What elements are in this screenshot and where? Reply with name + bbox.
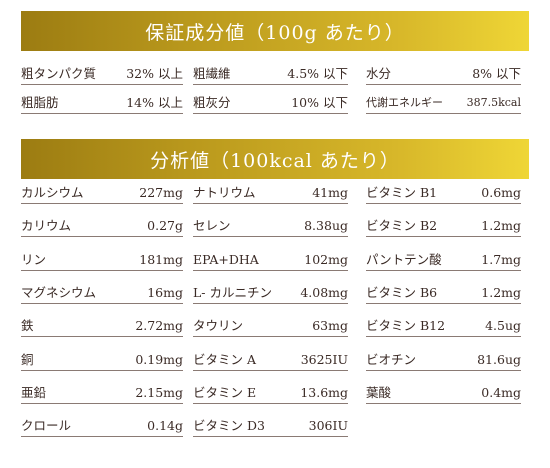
- analysis-item-value: 1.2mg: [481, 218, 521, 234]
- guaranteed-item-label: 代謝エネルギー: [366, 96, 443, 109]
- analysis-item-label: L- カルニチン: [193, 284, 272, 300]
- guaranteed-item: 代謝エネルギー 387.5kcal: [366, 92, 521, 114]
- analysis-item: ビタミン B6 1.2mg: [366, 282, 521, 304]
- analysis-item: マグネシウム 16mg: [21, 282, 183, 304]
- analysis-item-value: 63mg: [312, 318, 348, 334]
- analysis-item-value: 13.6mg: [300, 384, 348, 400]
- analysis-item: ビタミン B12 4.5ug: [366, 315, 521, 338]
- guaranteed-item-value: 387.5kcal: [466, 96, 521, 109]
- analysis-item-value: 4.5ug: [485, 318, 521, 334]
- analysis-item: リン 181mg: [21, 249, 183, 271]
- analysis-item: ビタミン E 13.6mg: [193, 382, 348, 404]
- analysis-item: 葉酸 0.4mg: [366, 382, 521, 404]
- analysis-item-label: ビタミン B2: [366, 218, 438, 234]
- analysis-item-label: ビタミン B1: [366, 185, 438, 200]
- analysis-item: ビタミン D3 306IU: [193, 415, 348, 438]
- guaranteed-item: 粗灰分 10% 以下: [193, 92, 348, 114]
- analysis-item-value: 181mg: [139, 251, 183, 267]
- analysis-item: ビオチン 81.6ug: [366, 349, 521, 371]
- analysis-item-label: ビタミン A: [193, 351, 257, 367]
- analysis-item-label: 銅: [21, 351, 34, 367]
- analysis-item-label: パントテン酸: [366, 251, 442, 267]
- analysis-item-value: 227mg: [139, 185, 183, 200]
- analysis-item-label: ビタミン E: [193, 384, 257, 400]
- analysis-item: カリウム 0.27g: [21, 215, 183, 238]
- analysis-item-value: 41mg: [312, 185, 348, 200]
- analysis-item-value: 4.08mg: [300, 284, 348, 300]
- analysis-item-value: 2.72mg: [135, 318, 183, 334]
- analysis-item-value: 102mg: [304, 251, 348, 267]
- analysis-item: L- カルニチン 4.08mg: [193, 282, 348, 304]
- guaranteed-item: 粗脂肪 14% 以上: [21, 92, 183, 114]
- guaranteed-item: 粗繊維 4.5% 以下: [193, 63, 348, 85]
- analysis-item-value: 81.6ug: [477, 351, 521, 367]
- analysis-item-label: EPA+DHA: [193, 251, 259, 267]
- guaranteed-item: 水分 8% 以下: [366, 63, 521, 85]
- guaranteed-item-label: 粗繊維: [193, 66, 231, 81]
- guaranteed-item-value: 10% 以下: [291, 95, 348, 110]
- analysis-item-value: 0.14g: [147, 418, 183, 434]
- analysis-item-label: カリウム: [21, 218, 72, 234]
- analysis-item: 鉄 2.72mg: [21, 315, 183, 338]
- analysis-item-label: ビタミン B6: [366, 284, 438, 300]
- analysis-title: 分析値（100kcal あたり）: [150, 149, 400, 172]
- guaranteed-item-value: 14% 以上: [126, 95, 183, 110]
- guaranteed-item-value: 32% 以上: [126, 66, 183, 81]
- analysis-item-label: 鉄: [21, 318, 34, 334]
- analysis-item-label: ビタミン B12: [366, 318, 446, 334]
- analysis-item: EPA+DHA 102mg: [193, 249, 348, 271]
- analysis-item-value: 2.15mg: [135, 384, 183, 400]
- analysis-item-label: 葉酸: [366, 384, 392, 400]
- guaranteed-item-label: 粗タンパク質: [21, 66, 97, 81]
- analysis-item-value: 0.6mg: [481, 185, 521, 200]
- analysis-item: タウリン 63mg: [193, 315, 348, 338]
- analysis-item: 銅 0.19mg: [21, 349, 183, 371]
- analysis-item-label: 亜鉛: [21, 384, 47, 400]
- analysis-item: 亜鉛 2.15mg: [21, 382, 183, 404]
- analysis-banner: 分析値（100kcal あたり）: [21, 139, 529, 179]
- analysis-item: クロール 0.14g: [21, 415, 183, 438]
- analysis-item: セレン 8.38ug: [193, 215, 348, 238]
- guaranteed-item-label: 水分: [366, 66, 392, 81]
- analysis-item-value: 8.38ug: [304, 218, 348, 234]
- analysis-item-label: カルシウム: [21, 185, 84, 200]
- guaranteed-item-value: 8% 以下: [472, 66, 521, 81]
- analysis-item-label: ビオチン: [366, 351, 417, 367]
- analysis-item-value: 0.4mg: [481, 384, 521, 400]
- guaranteed-item-value: 4.5% 以下: [287, 66, 348, 81]
- analysis-item-label: リン: [21, 251, 47, 267]
- guaranteed-item-label: 粗灰分: [193, 95, 231, 110]
- analysis-item-label: タウリン: [193, 318, 244, 334]
- analysis-item-label: クロール: [21, 418, 72, 434]
- analysis-item-value: 1.7mg: [481, 251, 521, 267]
- analysis-item-value: 1.2mg: [481, 284, 521, 300]
- guaranteed-analysis-title: 保証成分値（100g あたり）: [145, 21, 405, 44]
- guaranteed-analysis-banner: 保証成分値（100g あたり）: [21, 11, 529, 51]
- guaranteed-item-label: 粗脂肪: [21, 95, 59, 110]
- analysis-item: ビタミン A 3625IU: [193, 349, 348, 371]
- analysis-item-label: ビタミン D3: [193, 418, 265, 434]
- analysis-item-label: セレン: [193, 218, 231, 234]
- analysis-item: パントテン酸 1.7mg: [366, 249, 521, 271]
- analysis-item-label: ナトリウム: [193, 185, 256, 200]
- analysis-item-label: マグネシウム: [21, 284, 97, 300]
- analysis-item-value: 0.19mg: [135, 351, 183, 367]
- analysis-item-value: 306IU: [308, 418, 348, 434]
- analysis-item: ビタミン B1 0.6mg: [366, 182, 521, 204]
- analysis-item: ビタミン B2 1.2mg: [366, 215, 521, 238]
- analysis-item: カルシウム 227mg: [21, 182, 183, 204]
- guaranteed-item: 粗タンパク質 32% 以上: [21, 63, 183, 85]
- analysis-item-value: 16mg: [147, 284, 183, 300]
- analysis-item-value: 0.27g: [147, 218, 183, 234]
- analysis-item-value: 3625IU: [300, 351, 348, 367]
- analysis-item: ナトリウム 41mg: [193, 182, 348, 204]
